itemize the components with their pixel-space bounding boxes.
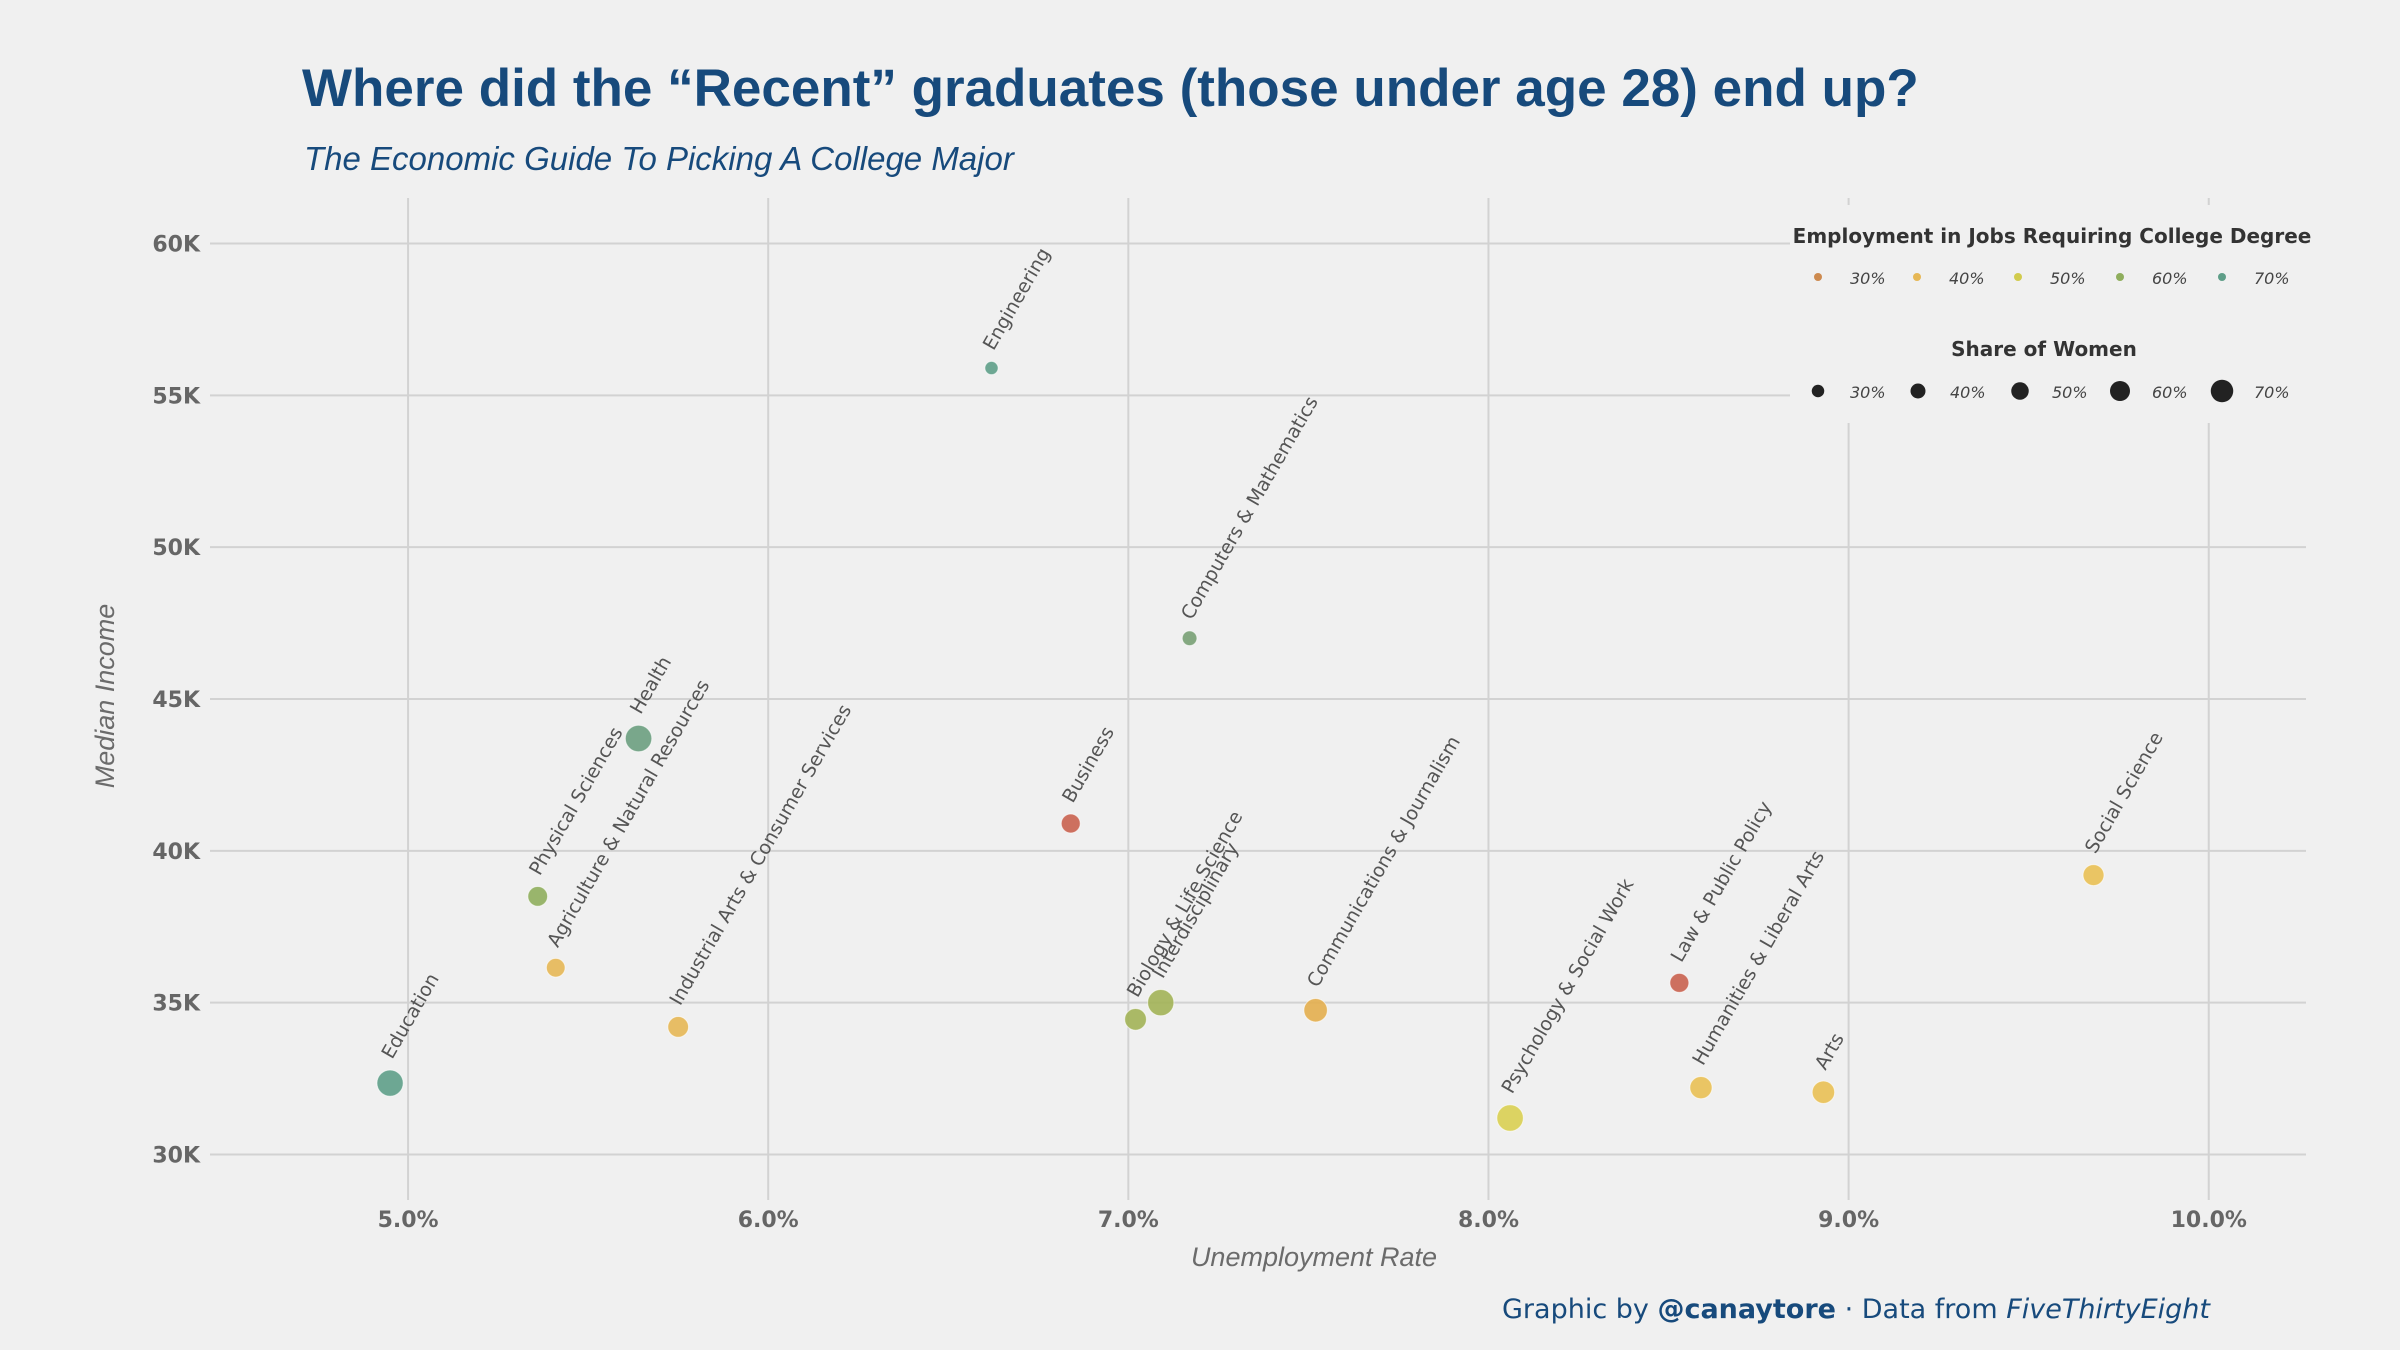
x-tick-label: 10.0% bbox=[2171, 1208, 2247, 1233]
x-tick-label: 8.0% bbox=[1458, 1208, 1519, 1233]
data-point bbox=[545, 957, 566, 978]
data-point bbox=[376, 1069, 404, 1097]
point-label: Business bbox=[1058, 723, 1119, 807]
x-axis-ticks: 5.0% 6.0% 7.0% 8.0% 9.0% 10.0% bbox=[378, 1208, 2247, 1233]
point-label: Engineering bbox=[979, 244, 1055, 354]
data-point bbox=[624, 724, 653, 753]
data-point bbox=[1669, 972, 1690, 993]
x-tick-label: 7.0% bbox=[1098, 1208, 1159, 1233]
data-point bbox=[1124, 1007, 1147, 1031]
point-label: Health bbox=[626, 653, 676, 718]
point-label: Computers & Mathematics bbox=[1177, 393, 1323, 624]
color-legend-label: 30% bbox=[1850, 269, 1886, 288]
x-axis-label: Unemployment Rate bbox=[1191, 1242, 1437, 1272]
data-point bbox=[1689, 1076, 1713, 1100]
y-axis-ticks: 30K 35K 40K 45K 50K 55K 60K bbox=[152, 233, 201, 1169]
y-tick-label: 60K bbox=[152, 233, 201, 258]
y-tick-label: 35K bbox=[152, 992, 201, 1017]
size-legend-title: Share of Women bbox=[1951, 337, 2137, 361]
size-legend-marker bbox=[2011, 382, 2029, 400]
color-legend-label: 50% bbox=[2050, 269, 2086, 288]
point-label: Social Science bbox=[2081, 728, 2168, 857]
x-tick-label: 5.0% bbox=[378, 1208, 439, 1233]
y-axis-label: Median Income bbox=[90, 604, 120, 789]
size-legend-label: 30% bbox=[1850, 383, 1886, 402]
y-tick-label: 50K bbox=[152, 536, 201, 561]
size-legend-marker bbox=[2110, 381, 2130, 401]
color-legend-swatch bbox=[2014, 273, 2022, 281]
legend: Employment in Jobs Requiring College Deg… bbox=[1790, 205, 2311, 423]
point-label: Education bbox=[377, 970, 443, 1063]
y-tick-label: 40K bbox=[152, 840, 201, 865]
x-tick-label: 6.0% bbox=[738, 1208, 799, 1233]
data-point bbox=[667, 1016, 690, 1038]
data-point bbox=[984, 360, 999, 376]
data-point bbox=[2082, 864, 2105, 887]
caption-author: @canaytore bbox=[1657, 1294, 1836, 1325]
color-legend-label: 70% bbox=[2254, 269, 2290, 288]
chart-subtitle: The Economic Guide To Picking A College … bbox=[304, 140, 1014, 177]
size-legend-label: 40% bbox=[1950, 383, 1986, 402]
data-point bbox=[1303, 997, 1328, 1023]
color-legend-swatch bbox=[1913, 273, 1921, 281]
chart-title: Where did the “Recent” graduates (those … bbox=[302, 59, 1919, 118]
size-legend-marker bbox=[1910, 383, 1926, 399]
point-label: Communications & Journalism bbox=[1303, 732, 1465, 991]
size-legend-label: 60% bbox=[2152, 383, 2188, 402]
point-label: Biology & Life Science bbox=[1123, 807, 1248, 1001]
caption-source: FiveThirtyEight bbox=[2006, 1294, 2210, 1325]
y-tick-label: 55K bbox=[152, 384, 201, 409]
data-point bbox=[1060, 813, 1081, 834]
size-legend-label: 50% bbox=[2052, 383, 2088, 402]
x-tick-label: 9.0% bbox=[1818, 1208, 1879, 1233]
data-point bbox=[1147, 989, 1175, 1017]
color-legend-label: 60% bbox=[2152, 269, 2188, 288]
data-point bbox=[1811, 1080, 1836, 1104]
size-legend-marker bbox=[1811, 384, 1825, 398]
data-point bbox=[1181, 630, 1198, 647]
point-label: Interdisciplinary bbox=[1148, 839, 1243, 982]
color-legend-swatch bbox=[2218, 273, 2226, 281]
point-label: Industrial Arts & Consumer Services bbox=[665, 701, 856, 1009]
size-legend-label: 70% bbox=[2254, 383, 2290, 402]
color-legend-swatch bbox=[2116, 273, 2124, 281]
data-point bbox=[1496, 1104, 1524, 1132]
caption-middle: · Data from bbox=[1835, 1294, 2007, 1325]
color-legend-swatch bbox=[1814, 273, 1822, 281]
y-tick-label: 45K bbox=[152, 688, 201, 713]
caption-prefix: Graphic by bbox=[1502, 1294, 1658, 1325]
point-label: Psychology & Social Work bbox=[1497, 875, 1638, 1097]
data-point bbox=[527, 885, 549, 907]
y-tick-label: 30K bbox=[152, 1143, 201, 1168]
color-legend-title: Employment in Jobs Requiring College Deg… bbox=[1793, 224, 2312, 248]
point-label: Arts bbox=[1811, 1029, 1849, 1073]
size-legend-marker bbox=[2210, 379, 2234, 403]
size-legend-entries: 30% 40% 50% 60% 70% bbox=[1811, 379, 2290, 403]
color-legend-entries: 30% 40% 50% 60% 70% bbox=[1814, 269, 2290, 288]
data-points bbox=[376, 360, 2105, 1132]
color-legend-label: 40% bbox=[1949, 269, 1985, 288]
caption: Graphic by @canaytore · Data from FiveTh… bbox=[1502, 1294, 2210, 1325]
